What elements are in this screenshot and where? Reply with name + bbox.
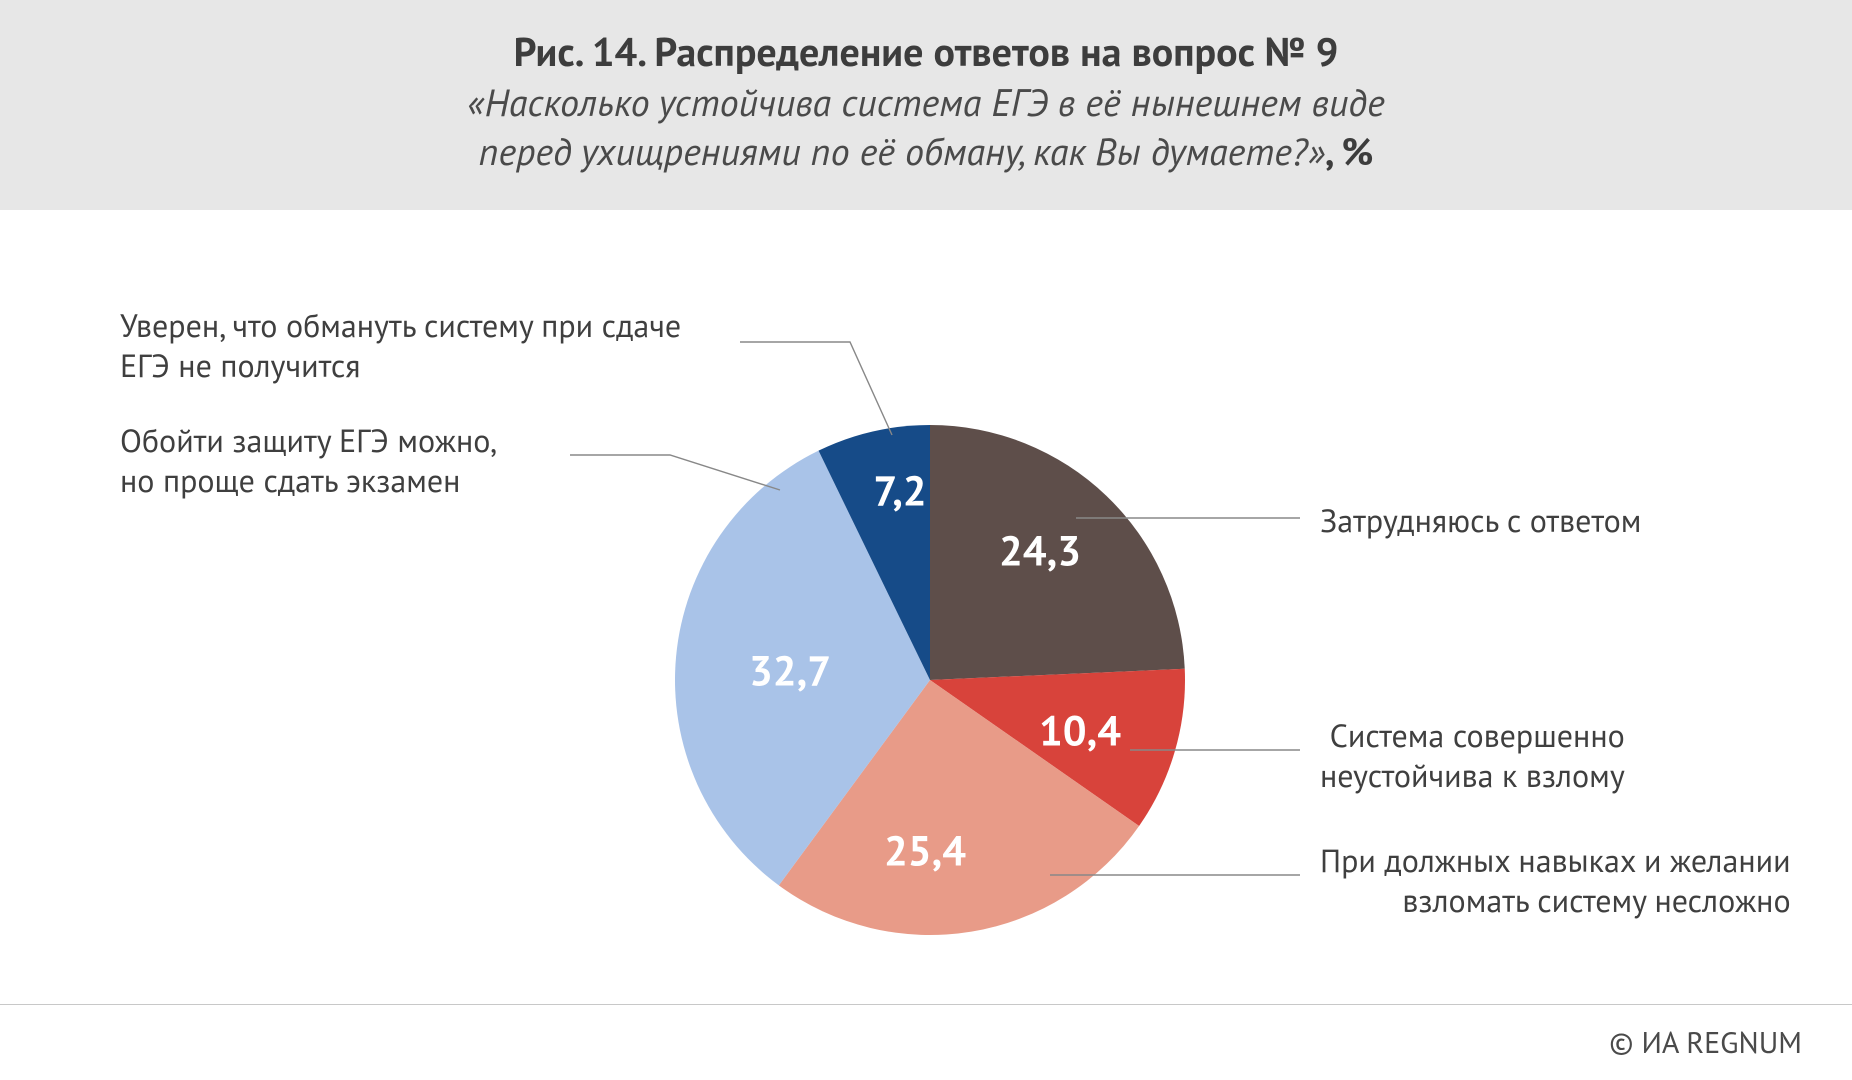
figure-subtitle-suffix: , % (1325, 127, 1374, 176)
pie-chart-area: 24,3 Затрудняюсь с ответом 10,4 Система сов… (0, 210, 1852, 1030)
slice-label-skilled_easy: При должных навыках и желаниивзломать си… (1320, 840, 1791, 920)
slice-label-l2-skilled_easy: взломать систему несложно (1320, 880, 1791, 920)
slice-label-l1-cant_cheat: Уверен, что обмануть систему при сдаче (120, 305, 681, 345)
header-bar: Рис. 14. Распределение ответов на вопрос… (0, 0, 1852, 210)
slice-value-cant_cheat: 7,2 (873, 463, 926, 518)
slice-label-hard_to_answer: Затрудняюсь с ответом (1320, 500, 1641, 540)
slice-label-easier_to_pass: Обойти защиту ЕГЭ можно,но проще сдать э… (120, 420, 497, 500)
slice-label-totally_unstable: Система совершеннонеустойчива к взлому (1320, 715, 1625, 795)
leader-line-easier_to_pass (570, 455, 780, 490)
figure-title: Рис. 14. Распределение ответов на вопрос… (40, 26, 1812, 78)
slice-value-easier_to_pass: 32,7 (749, 643, 831, 698)
slice-value-hard_to_answer: 24,3 (999, 523, 1081, 578)
slice-value-totally_unstable: 10,4 (1039, 703, 1121, 758)
slice-label-l2-cant_cheat: ЕГЭ не получится (120, 345, 681, 385)
slice-label-l1-totally_unstable: Система совершенно (1320, 715, 1625, 755)
slice-label-cant_cheat: Уверен, что обмануть систему при сдачеЕГ… (120, 305, 681, 385)
slice-value-skilled_easy: 25,4 (884, 823, 966, 878)
slice-label-l1-skilled_easy: При должных навыках и желании (1320, 840, 1791, 880)
figure-subtitle-l1: «Насколько устойчива система ЕГЭ в её ны… (467, 78, 1384, 127)
footer-bar: © ИА REGNUM (0, 1004, 1852, 1080)
slice-label-l1-hard_to_answer: Затрудняюсь с ответом (1320, 500, 1641, 540)
copyright-text: © ИА REGNUM (1609, 1023, 1802, 1062)
slice-label-l2-totally_unstable: неустойчива к взлому (1320, 755, 1625, 795)
figure-subtitle: «Насколько устойчива система ЕГЭ в её ны… (40, 78, 1812, 176)
slice-label-l2-easier_to_pass: но проще сдать экзамен (120, 460, 497, 500)
slice-label-l1-easier_to_pass: Обойти защиту ЕГЭ можно, (120, 420, 497, 460)
figure-subtitle-l2: перед ухищрениями по её обману, как Вы д… (479, 127, 1325, 176)
leader-line-cant_cheat (740, 342, 892, 435)
